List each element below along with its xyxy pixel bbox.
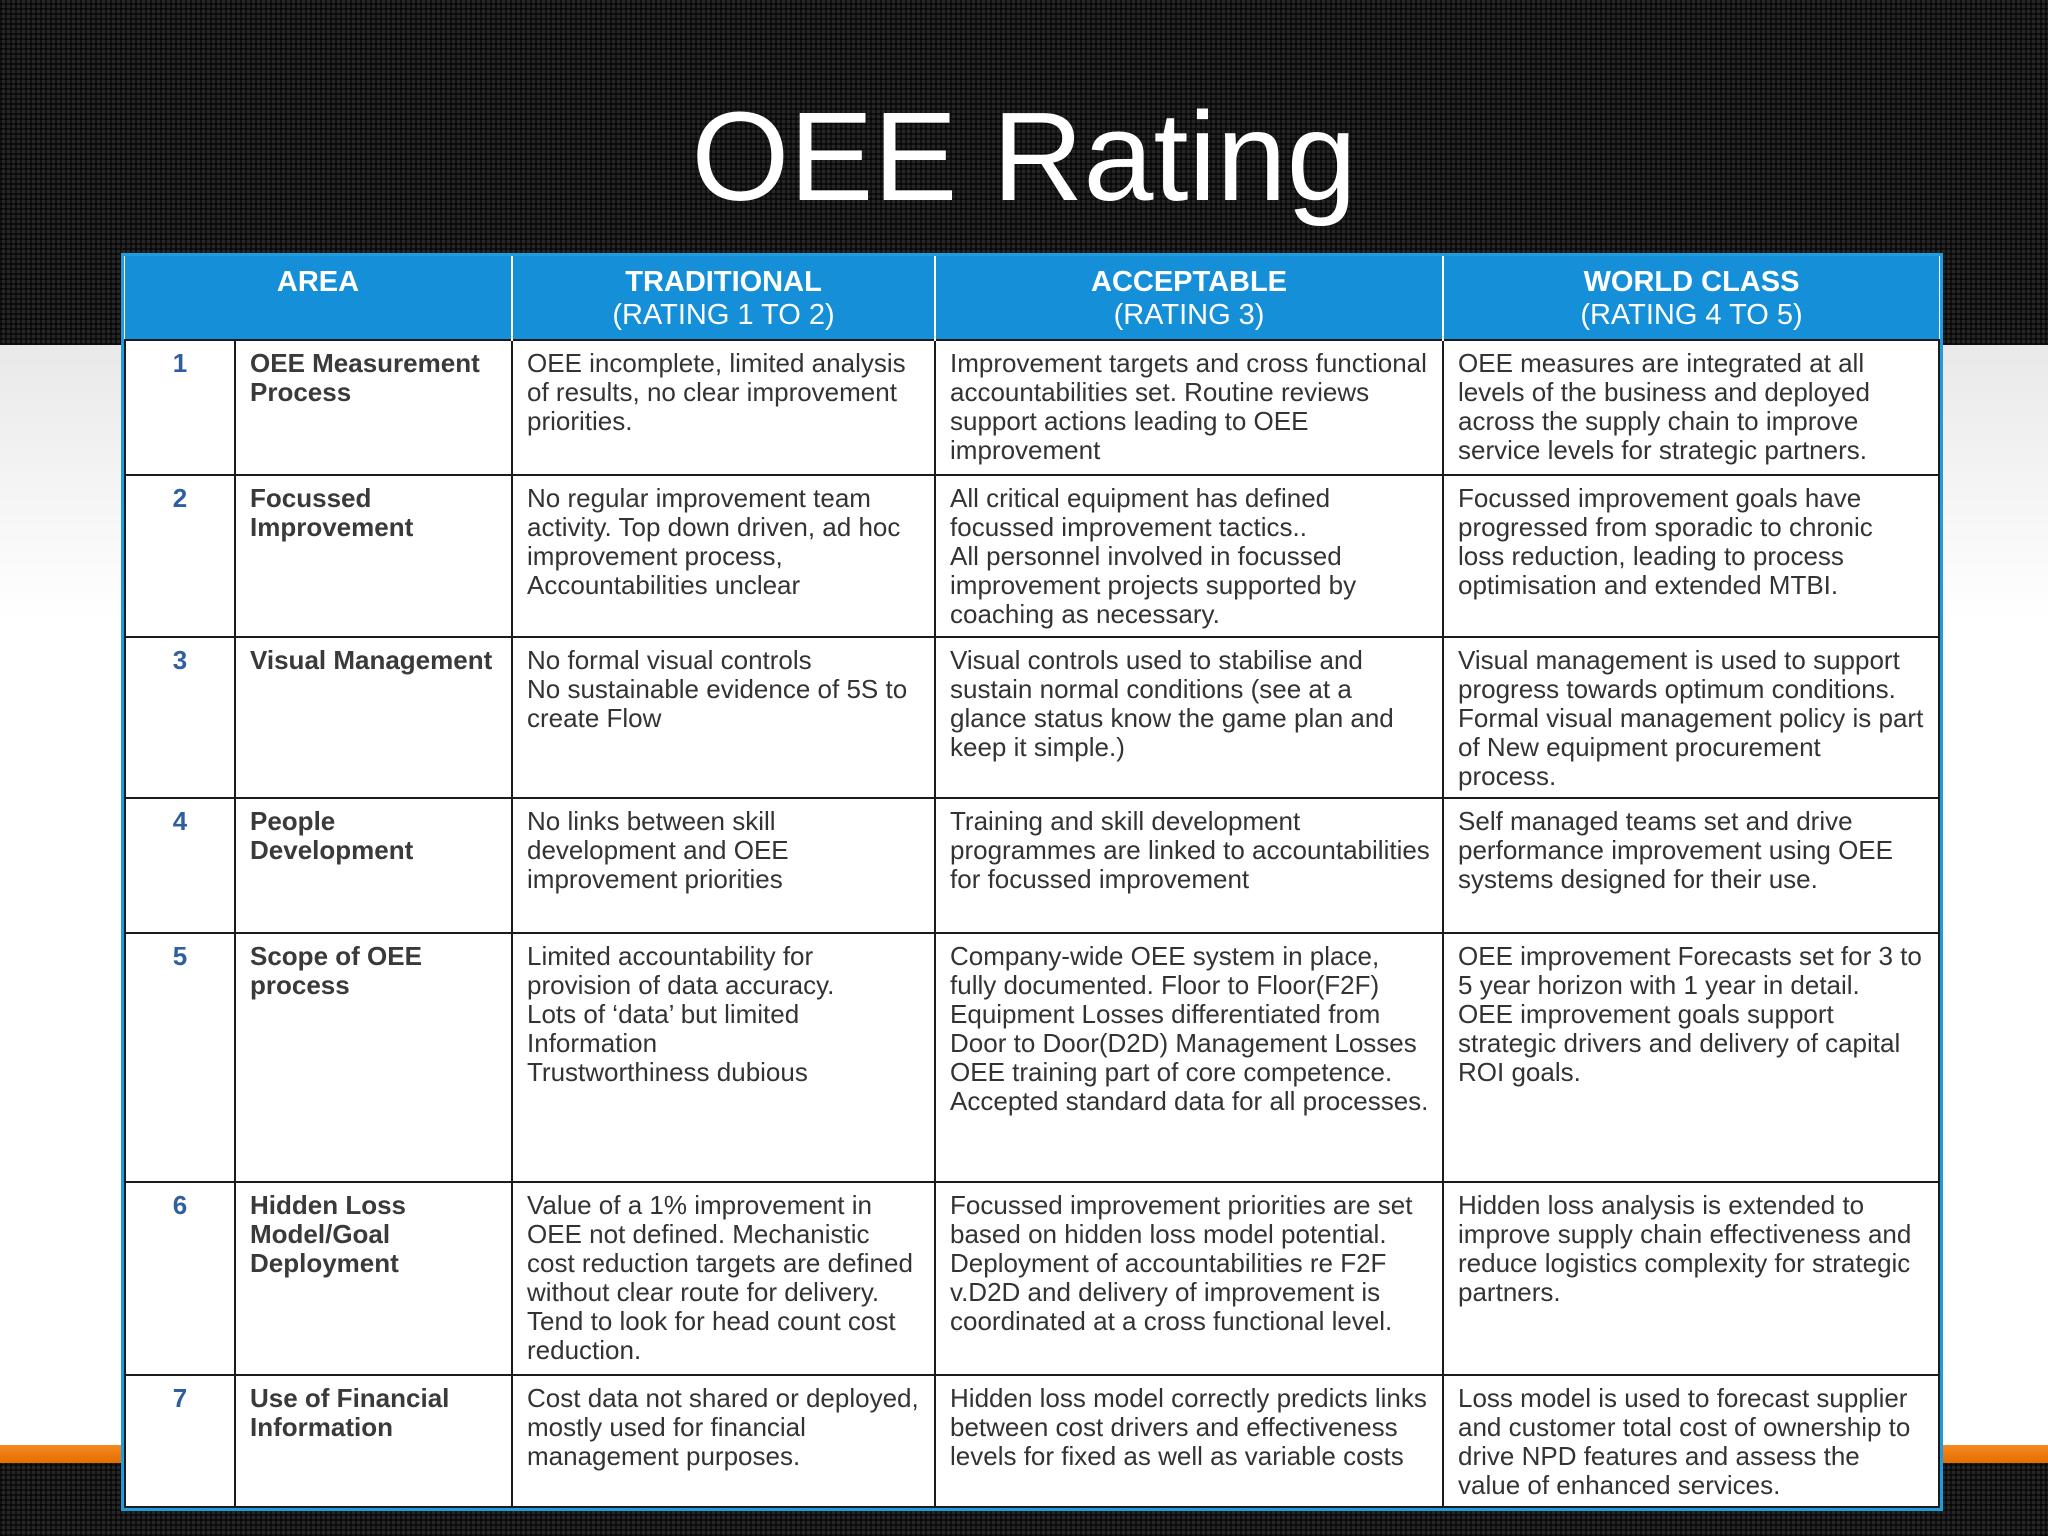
traditional-cell: No formal visual controls No sustainable… (511, 636, 937, 799)
cell-text: Visual management is used to support pro… (1458, 645, 1924, 791)
cell-text: Trustworthiness dubious (527, 1057, 808, 1087)
cell-text: Training and skill development programme… (950, 806, 1430, 894)
table-row: 4 People Development No links between sk… (124, 797, 1940, 934)
acceptable-cell: Focussed improvement priorities are set … (934, 1181, 1445, 1376)
table-row: 2 Focussed Improvement No regular improv… (124, 474, 1940, 638)
row-area: Use of Financial Information (233, 1374, 514, 1508)
cell-text: No formal visual controls (527, 645, 812, 675)
cell-text: Improvement targets and cross functional… (950, 348, 1427, 465)
cell-text: OEE measures are integrated at all level… (1458, 348, 1870, 465)
header-world-class: WORLD CLASS (RATING 4 TO 5) (1443, 256, 1939, 340)
slide-title: OEE Rating (691, 86, 1357, 227)
world-class-cell: OEE measures are integrated at all level… (1442, 339, 1940, 476)
cell-text: OEE improvement Forecasts set for 3 to 5… (1458, 941, 1922, 1000)
cell-text: All personnel involved in focussed impro… (950, 541, 1357, 629)
cell-text: No sustainable evidence of 5S to create … (527, 674, 908, 733)
header-traditional-sublabel: (RATING 1 TO 2) (612, 299, 835, 331)
cell-text: OEE training part of core competence. (950, 1057, 1393, 1087)
table-row: 3 Visual Management No formal visual con… (124, 636, 1940, 799)
header-area-label: AREA (276, 266, 360, 298)
row-number: 5 (124, 932, 236, 1183)
traditional-cell: OEE incomplete, limited analysis of resu… (511, 339, 937, 476)
header-acceptable-sublabel: (RATING 3) (1113, 299, 1265, 331)
table-header-row: AREA TRADITIONAL (RATING 1 TO 2) ACCEPTA… (125, 256, 1939, 340)
header-acceptable: ACCEPTABLE (RATING 3) (935, 256, 1445, 340)
cell-text: Self managed teams set and drive perform… (1458, 806, 1893, 894)
header-world-class-label: WORLD CLASS (1583, 266, 1800, 298)
cell-text: No links between skill development and O… (527, 806, 789, 894)
world-class-cell: Visual management is used to support pro… (1442, 636, 1940, 799)
table-row: 7 Use of Financial Information Cost data… (124, 1374, 1940, 1508)
acceptable-cell: Company-wide OEE system in place, fully … (934, 932, 1445, 1183)
header-area: AREA (125, 256, 514, 340)
world-class-cell: Self managed teams set and drive perform… (1442, 797, 1940, 934)
oee-rating-table: AREA TRADITIONAL (RATING 1 TO 2) ACCEPTA… (124, 256, 1940, 1508)
cell-text: Accepted standard data for all processes… (950, 1086, 1429, 1116)
cell-text: Focussed improvement priorities are set … (950, 1190, 1413, 1249)
cell-text: No regular improvement team activity. To… (527, 483, 901, 600)
acceptable-cell: Hidden loss model correctly predicts lin… (934, 1374, 1445, 1508)
cell-text: Limited accountability for provision of … (527, 941, 835, 1000)
row-number: 2 (124, 474, 236, 638)
oee-rating-table-container: AREA TRADITIONAL (RATING 1 TO 2) ACCEPTA… (121, 253, 1943, 1511)
header-acceptable-label: ACCEPTABLE (1091, 266, 1288, 298)
acceptable-cell: Visual controls used to stabilise and su… (934, 636, 1445, 799)
row-number: 6 (124, 1181, 236, 1376)
cell-text: Hidden loss model correctly predicts lin… (950, 1383, 1427, 1471)
traditional-cell: Value of a 1% improvement in OEE not def… (511, 1181, 937, 1376)
cell-text: OEE incomplete, limited analysis of resu… (527, 348, 906, 436)
acceptable-cell: Training and skill development programme… (934, 797, 1445, 934)
cell-text: Focussed improvement goals have progress… (1458, 483, 1873, 600)
header-traditional-label: TRADITIONAL (625, 266, 822, 298)
cell-text: Loss model is used to forecast supplier … (1458, 1383, 1911, 1500)
row-area: Hidden Loss Model/Goal Deployment (233, 1181, 514, 1376)
table-row: 6 Hidden Loss Model/Goal Deployment Valu… (124, 1181, 1940, 1376)
row-number: 3 (124, 636, 236, 799)
row-number: 4 (124, 797, 236, 934)
row-area: Scope of OEE process (233, 932, 514, 1183)
cell-text: Company-wide OEE system in place, fully … (950, 941, 1417, 1058)
cell-text: Cost data not shared or deployed, mostly… (527, 1383, 919, 1471)
world-class-cell: OEE improvement Forecasts set for 3 to 5… (1442, 932, 1940, 1183)
traditional-cell: Limited accountability for provision of … (511, 932, 937, 1183)
header-traditional: TRADITIONAL (RATING 1 TO 2) (512, 256, 937, 340)
cell-text: Deployment of accountabilities re F2F v.… (950, 1248, 1393, 1336)
row-number: 1 (124, 339, 236, 476)
cell-text: Lots of ‘data’ but limited Information (527, 999, 800, 1058)
acceptable-cell: Improvement targets and cross functional… (934, 339, 1445, 476)
world-class-cell: Loss model is used to forecast supplier … (1442, 1374, 1940, 1508)
row-area: Visual Management (233, 636, 514, 799)
traditional-cell: Cost data not shared or deployed, mostly… (511, 1374, 937, 1508)
world-class-cell: Hidden loss analysis is extended to impr… (1442, 1181, 1940, 1376)
row-area: OEE Measurement Process (233, 339, 514, 476)
cell-text: All critical equipment has defined focus… (950, 483, 1331, 542)
row-area: Focussed Improvement (233, 474, 514, 638)
row-number: 7 (124, 1374, 236, 1508)
row-area: People Development (233, 797, 514, 934)
acceptable-cell: All critical equipment has defined focus… (934, 474, 1445, 638)
world-class-cell: Focussed improvement goals have progress… (1442, 474, 1940, 638)
traditional-cell: No links between skill development and O… (511, 797, 937, 934)
cell-text: Hidden loss analysis is extended to impr… (1458, 1190, 1912, 1307)
cell-text: OEE improvement goals support strategic … (1458, 999, 1901, 1087)
table-row: 5 Scope of OEE process Limited accountab… (124, 932, 1940, 1183)
header-world-class-sublabel: (RATING 4 TO 5) (1580, 299, 1803, 331)
cell-text: Visual controls used to stabilise and su… (950, 645, 1394, 762)
table-row: 1 OEE Measurement Process OEE incomplete… (124, 339, 1940, 476)
traditional-cell: No regular improvement team activity. To… (511, 474, 937, 638)
cell-text: Value of a 1% improvement in OEE not def… (527, 1190, 913, 1365)
